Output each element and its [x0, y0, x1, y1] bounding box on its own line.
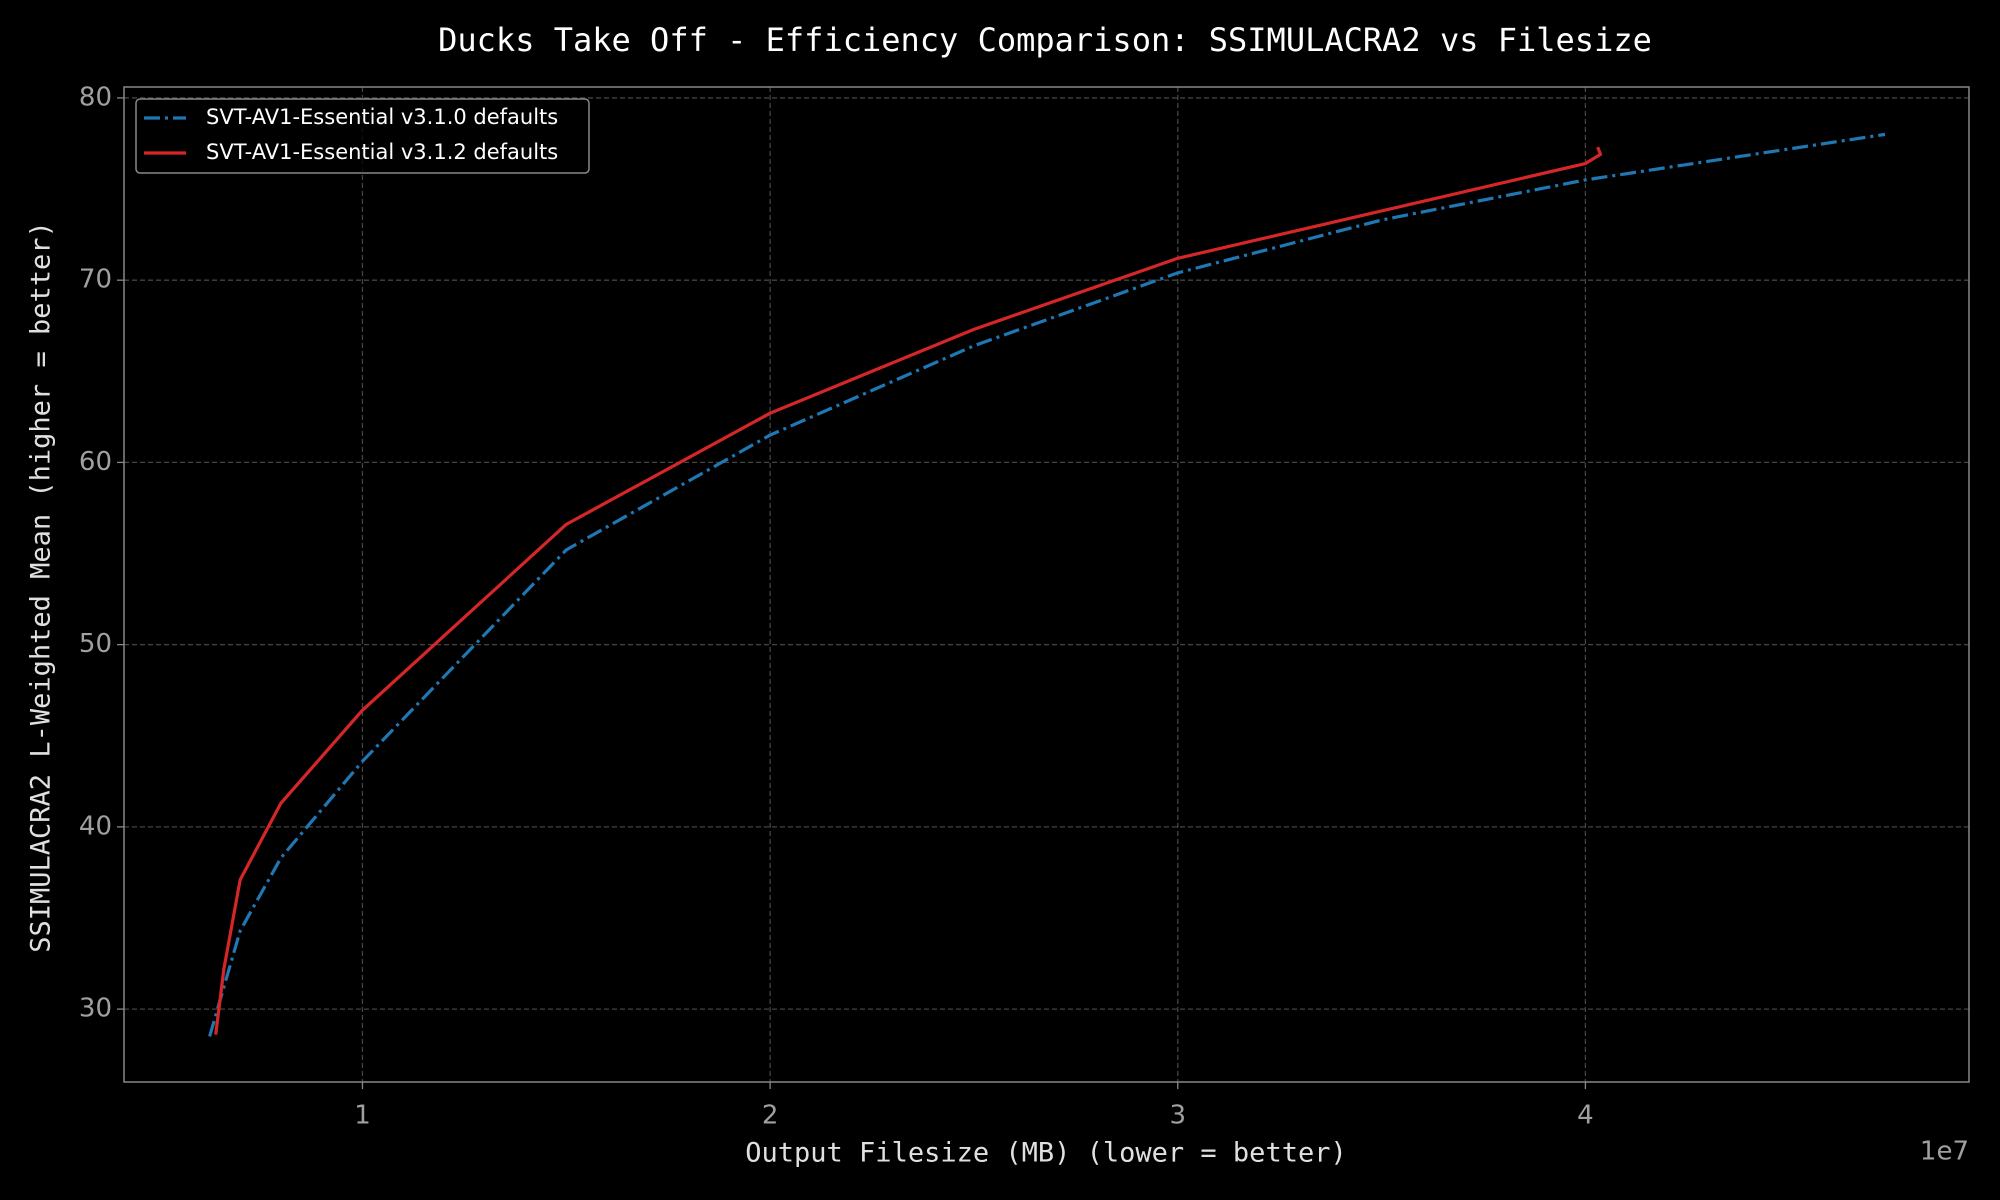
x-tick-label: 2 [762, 1101, 779, 1131]
legend-label: SVT-AV1-Essential v3.1.2 defaults [206, 140, 558, 164]
series-line [214, 146, 1603, 1035]
x-axis-label: Output Filesize (MB) (lower = better) [745, 1138, 1346, 1169]
y-tick-label: 50 [79, 629, 112, 659]
legend-label: SVT-AV1-Essential v3.1.0 defaults [206, 105, 558, 129]
y-tick-label: 70 [79, 265, 112, 295]
plot-frame [123, 86, 1970, 1083]
series-line [208, 132, 1886, 1037]
y-axis-label: SSIMULACRA2 L-Weighted Mean (higher = be… [26, 221, 57, 953]
x-tick-label: 4 [1577, 1101, 1594, 1131]
y-tick-label: 30 [79, 994, 112, 1024]
x-offset-label: 1e7 [1920, 1137, 1969, 1167]
legend-box [135, 98, 590, 174]
x-tick-label: 1 [354, 1101, 371, 1131]
y-tick-label: 40 [79, 811, 112, 841]
y-tick-label: 80 [79, 82, 112, 112]
y-tick-label: 60 [79, 447, 112, 477]
x-tick-label: 3 [1169, 1101, 1186, 1131]
chart-title: Ducks Take Off - Efficiency Comparison: … [438, 21, 1652, 59]
